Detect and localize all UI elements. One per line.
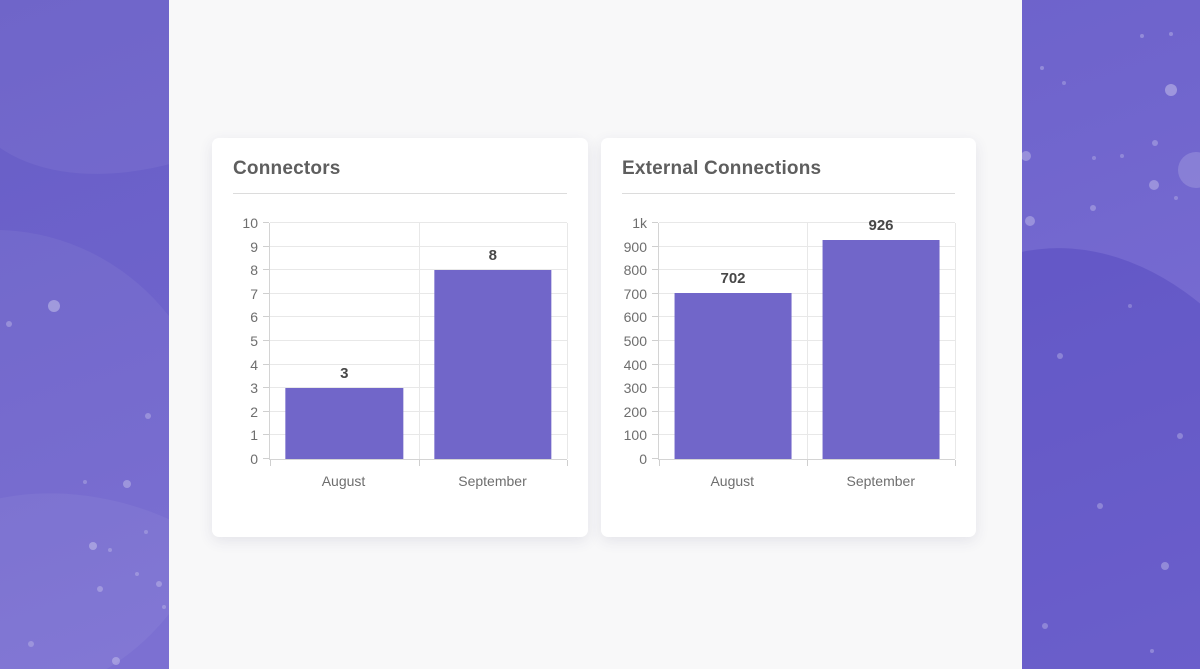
y-axis-tick-mark [652, 458, 658, 459]
x-axis-labels: August September [269, 473, 567, 489]
vertical-gridline [418, 223, 420, 459]
x-axis-label-august: August [321, 473, 366, 489]
bg-particle-dots-right [1165, 84, 1177, 96]
y-axis-tick-label: 800 [623, 262, 647, 279]
y-axis-tick-mark [263, 340, 269, 341]
y-axis-tick-mark [263, 222, 269, 223]
vertical-gridline [807, 223, 808, 459]
bar-august[interactable] [285, 388, 403, 459]
x-axis-tick-mark [567, 460, 568, 466]
y-axis-tick-mark [652, 292, 658, 294]
y-axis-tick-mark [652, 269, 658, 271]
bar-column-august: 702 [659, 223, 807, 459]
y-axis-tick-label: 200 [623, 403, 647, 420]
y-axis-tick-label: 6 [250, 309, 258, 326]
y-axis-tick-label: 7 [250, 285, 258, 302]
bar-column-august: 3 [270, 223, 419, 459]
y-axis-tick-label: 400 [623, 356, 647, 373]
external-connections-bar-chart: 0 100 200 300 400 500 600 700 800 900 1k 702 926 Augu… [622, 216, 956, 489]
y-axis-tick-label: 300 [623, 380, 647, 397]
y-axis-tick-mark [652, 222, 658, 223]
y-axis-tick-label: 9 [250, 238, 258, 255]
y-axis-tick-label: 700 [623, 285, 647, 302]
y-axis-tick-label: 3 [250, 380, 258, 397]
y-axis-tick-mark [263, 458, 269, 459]
plot-area: 0 1 2 3 4 5 6 7 8 9 10 3 8 [242, 216, 568, 466]
bar-column-september: 926 [807, 217, 955, 459]
card-divider [233, 193, 567, 194]
y-axis-tick-mark [652, 340, 658, 341]
bg-particle-dots-left [48, 300, 60, 312]
card-external-connections: External Connections 0 100 200 300 400 500 600… [601, 138, 976, 537]
horizontal-gridline [270, 222, 567, 223]
y-axis-tick-mark [263, 269, 269, 271]
y-axis-tick-mark [263, 316, 269, 318]
bar-value-label: 8 [488, 247, 497, 265]
bar-column-september: 8 [419, 223, 568, 459]
y-axis-tick-mark [652, 363, 658, 365]
connectors-bar-chart: 0 1 2 3 4 5 6 7 8 9 10 3 8 August September [233, 216, 568, 489]
x-axis-tick-mark [955, 460, 956, 466]
bar-august[interactable] [674, 293, 792, 459]
y-axis-tick-label: 900 [623, 238, 647, 255]
content-panel: Connectors 0 1 2 3 4 5 6 7 8 9 10 3 8 August September… [169, 0, 1022, 669]
y-axis-tick-mark [263, 410, 269, 412]
card-connectors: Connectors 0 1 2 3 4 5 6 7 8 9 10 3 8 August September [212, 138, 588, 537]
y-axis-tick-label: 100 [623, 427, 647, 444]
bar-value-label: 3 [340, 365, 349, 383]
y-axis-tick-label: 500 [623, 333, 647, 349]
bg-light-circle-right-edge [1178, 152, 1200, 188]
x-axis-label-september: September [458, 473, 527, 489]
y-axis-tick-mark [652, 434, 658, 436]
x-axis-tick-mark [418, 460, 420, 466]
y-axis-tick-label: 2 [250, 403, 258, 420]
bar-september[interactable] [434, 270, 552, 459]
y-axis-tick-label: 1k [632, 215, 647, 231]
x-axis-label-september: September [846, 473, 915, 489]
y-axis-tick-mark [263, 387, 269, 389]
card-divider [622, 193, 955, 194]
y-axis-tick-mark [263, 434, 269, 436]
bar-september[interactable] [822, 240, 940, 459]
y-axis-tick-label: 1 [250, 427, 258, 444]
card-title-connectors: Connectors [233, 158, 341, 179]
y-axis-tick-mark [652, 410, 658, 412]
x-axis-tick-mark [270, 460, 271, 466]
y-axis-tick-label: 0 [639, 451, 647, 467]
y-axis-tick-label: 600 [623, 309, 647, 326]
y-axis-tick-label: 4 [250, 356, 258, 373]
y-axis-tick-label: 0 [250, 451, 258, 467]
vertical-gridline [567, 223, 568, 459]
bar-value-label: 702 [720, 270, 746, 288]
y-axis-tick-mark [652, 387, 658, 389]
card-title-external-connections: External Connections [622, 158, 822, 179]
horizontal-gridline [659, 222, 955, 223]
y-axis-tick-mark [263, 363, 269, 365]
x-axis-label-august: August [710, 473, 755, 489]
y-axis-tick-mark [652, 245, 658, 247]
plot-area: 0 100 200 300 400 500 600 700 800 900 1k 702 926 [624, 216, 956, 466]
x-axis-tick-mark [659, 460, 660, 466]
vertical-gridline [955, 223, 956, 459]
x-axis-tick-mark [807, 460, 808, 466]
bar-value-label: 926 [868, 217, 894, 235]
y-axis-tick-label: 10 [242, 215, 258, 231]
y-axis-tick-mark [652, 316, 658, 318]
y-axis-tick-label: 5 [250, 333, 258, 349]
y-axis-tick-mark [263, 245, 269, 247]
y-axis-tick-label: 8 [250, 262, 258, 279]
y-axis-tick-mark [263, 292, 269, 294]
x-axis-labels: August September [658, 473, 955, 489]
